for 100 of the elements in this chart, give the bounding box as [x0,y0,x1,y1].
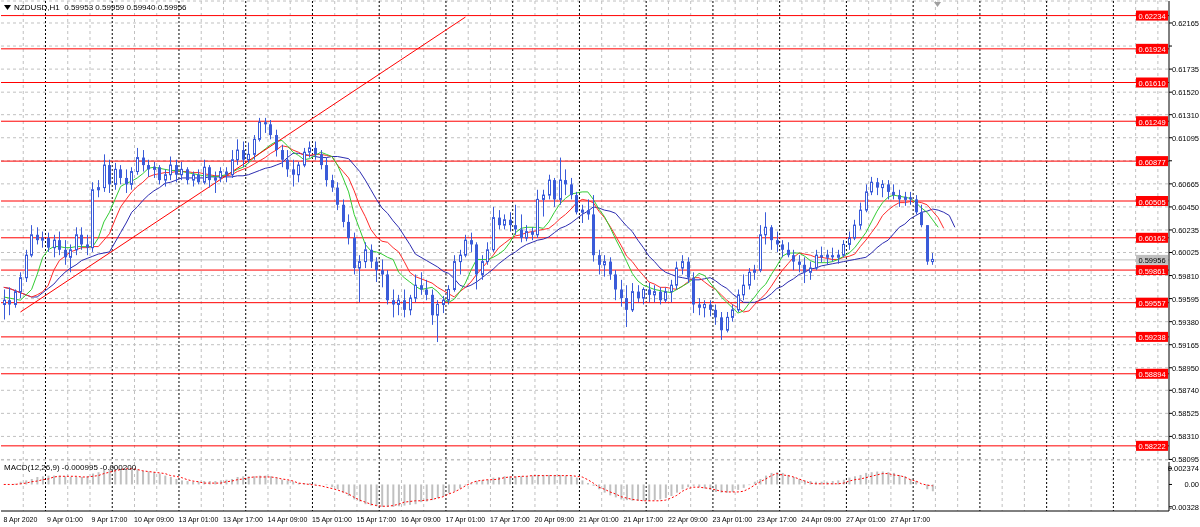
bar [637,484,640,501]
candlestick [687,256,690,284]
bar [859,474,862,485]
candlestick [130,166,133,191]
candlestick [620,279,623,308]
candlestick [114,162,117,191]
bar [392,484,395,507]
candlestick [236,138,239,166]
bar [653,484,656,501]
bar [75,476,78,485]
candlestick [119,164,122,185]
candlestick [492,206,495,253]
candlestick [520,213,523,243]
bar [548,474,551,485]
candlestick [25,249,28,283]
candlestick [292,159,295,188]
candlestick [653,284,656,303]
candlestick [75,226,78,256]
candlestick [564,168,567,196]
candlestick [358,254,361,303]
bar [642,484,645,501]
candlestick [253,134,256,161]
candlestick [514,204,517,236]
candlestick [97,179,100,198]
candlestick [625,284,628,328]
bar [119,468,122,485]
candlestick [153,161,156,179]
candlestick [776,231,779,253]
candlestick [614,269,617,301]
bar [570,476,573,485]
bar [381,484,384,507]
candlestick [281,144,284,168]
bar [837,480,840,485]
bar [431,484,434,501]
candlestick [164,168,167,188]
candlestick [753,264,756,281]
candlestick [180,161,183,181]
candlestick [881,179,884,198]
candlestick [208,164,211,189]
candlestick [47,232,50,253]
bar [442,484,445,497]
candlestick [14,288,17,309]
candlestick [720,311,723,341]
candlestick [481,254,484,281]
candlestick [498,209,501,230]
chart-title: NZDUSD,H1 0.59953 0.59959 0.59940 0.59956 [14,3,187,13]
bar [125,469,128,485]
bar [520,476,523,485]
bar [80,476,83,485]
candlestick [375,256,378,283]
bar [503,476,506,485]
candlestick [242,140,245,168]
candlestick [364,241,367,269]
chart-title: MACD(12,26,9) -0.000995 -0.000200 [4,463,137,473]
candlestick [559,157,562,206]
candlestick [803,256,806,284]
candlestick [425,279,428,301]
candlestick [587,198,590,221]
candlestick [91,181,94,253]
bar [41,476,44,485]
candlestick [826,249,829,266]
candlestick [314,140,317,161]
bar [370,484,373,506]
bar [631,484,634,501]
candlestick [598,249,601,275]
candlestick [609,256,612,281]
candlestick [486,241,489,266]
candlestick [8,286,11,316]
bar [781,472,784,485]
bar [447,484,450,494]
bar [158,473,161,485]
candlestick [347,213,350,245]
candlestick [142,149,145,173]
bar [453,484,456,492]
candlestick [108,159,111,194]
candlestick [86,234,89,256]
candlestick [370,243,373,269]
bar [69,476,72,485]
candlestick [231,149,234,179]
candlestick [414,273,417,303]
bar [876,471,879,485]
bar [714,484,717,492]
bar [386,484,389,507]
candlestick [136,147,139,176]
bar [180,480,183,485]
bar [609,484,612,496]
candlestick [3,288,6,321]
candlestick [931,252,934,266]
candlestick [837,249,840,265]
candlestick [670,279,673,303]
candlestick [53,234,56,258]
bar [675,484,678,493]
candlestick [575,191,578,215]
bar [253,476,256,485]
bar [414,484,417,505]
candlestick [420,271,423,296]
bar [603,484,606,493]
candlestick [603,254,606,278]
candlestick [320,149,323,170]
bar [742,484,745,488]
